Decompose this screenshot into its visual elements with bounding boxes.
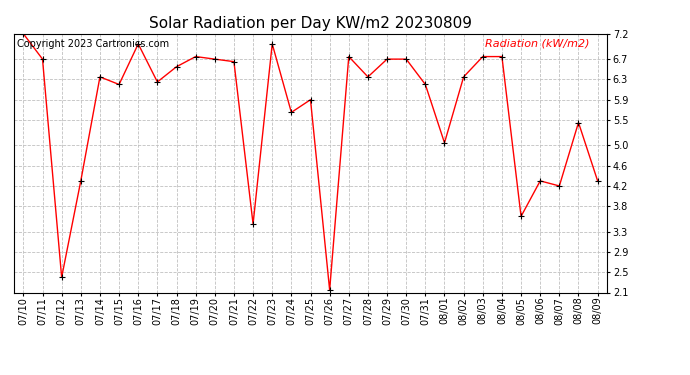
Title: Solar Radiation per Day KW/m2 20230809: Solar Radiation per Day KW/m2 20230809 bbox=[149, 16, 472, 31]
Text: Radiation (kW/m2): Radiation (kW/m2) bbox=[485, 39, 589, 49]
Text: Copyright 2023 Cartronics.com: Copyright 2023 Cartronics.com bbox=[17, 39, 169, 49]
